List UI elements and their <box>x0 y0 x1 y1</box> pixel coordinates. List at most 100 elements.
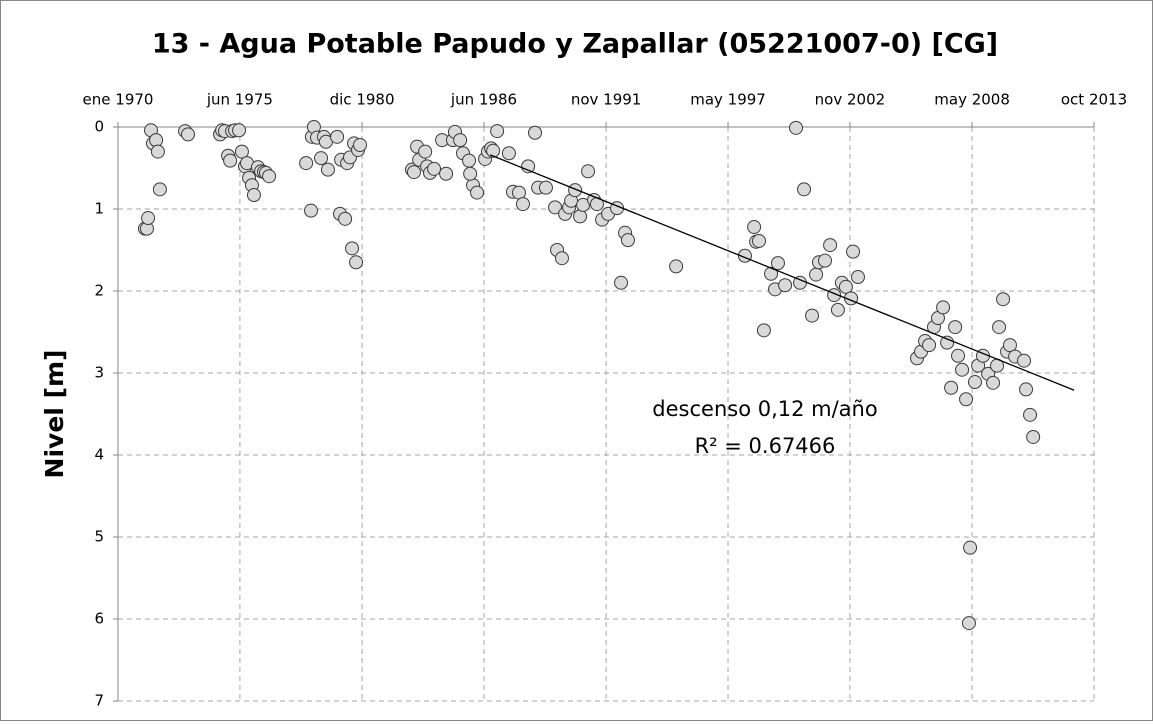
data-point <box>149 133 164 148</box>
data-point <box>789 120 804 135</box>
data-point <box>232 123 247 138</box>
data-point <box>620 233 635 248</box>
data-point <box>470 185 485 200</box>
data-point <box>427 161 442 176</box>
data-point <box>752 233 767 248</box>
data-point <box>152 182 167 197</box>
data-point <box>262 169 277 184</box>
data-point <box>223 153 238 168</box>
x-tick-label: jun 1975 <box>206 91 273 109</box>
data-point <box>967 375 982 390</box>
data-point <box>951 348 966 363</box>
data-point <box>614 275 629 290</box>
data-point <box>817 253 832 268</box>
data-point <box>959 392 974 407</box>
data-point <box>986 375 1001 390</box>
y-tick-label: 1 <box>94 200 104 218</box>
data-point <box>805 308 820 323</box>
annotation: R² = 0.67466 <box>695 434 836 458</box>
data-point <box>778 278 793 293</box>
data-point <box>486 143 501 158</box>
data-point <box>669 259 684 274</box>
data-point <box>453 133 468 148</box>
data-point <box>797 182 812 197</box>
data-point <box>180 127 195 142</box>
data-point <box>304 203 319 218</box>
x-tick-label: nov 1991 <box>571 91 642 109</box>
data-point <box>573 209 588 224</box>
data-point <box>338 211 353 226</box>
data-point <box>944 380 959 395</box>
data-point <box>521 159 536 174</box>
data-point <box>1017 353 1032 368</box>
data-point <box>846 244 861 259</box>
data-point <box>462 153 477 168</box>
data-point <box>490 124 505 139</box>
data-point <box>345 241 360 256</box>
data-point <box>568 183 583 198</box>
data-point <box>996 292 1011 307</box>
data-point <box>515 197 530 212</box>
data-point <box>246 188 261 203</box>
y-tick-label: 3 <box>94 364 104 382</box>
y-tick-label: 5 <box>94 528 104 546</box>
data-point <box>955 362 970 377</box>
trendline <box>489 154 1075 391</box>
data-point <box>809 267 824 282</box>
data-point <box>1002 338 1017 353</box>
data-point <box>963 540 978 555</box>
y-tick-label: 4 <box>94 446 104 464</box>
data-point <box>501 146 516 161</box>
x-tick-label: jun 1986 <box>450 91 517 109</box>
data-point <box>756 323 771 338</box>
data-point <box>838 279 853 294</box>
data-point <box>299 156 314 171</box>
data-point <box>548 200 563 215</box>
data-point <box>330 129 345 144</box>
x-tick-label: nov 2002 <box>815 91 886 109</box>
x-tick-label: dic 1980 <box>330 91 395 109</box>
data-point <box>1019 382 1034 397</box>
data-point <box>234 144 249 159</box>
y-axis-label: Nivel [m] <box>40 350 69 479</box>
data-point <box>992 320 1007 335</box>
data-point <box>141 211 156 226</box>
data-point <box>936 300 951 315</box>
data-point <box>922 338 937 353</box>
data-point <box>320 162 335 177</box>
data-point <box>418 144 433 159</box>
data-point <box>850 270 865 285</box>
data-point <box>349 255 364 270</box>
data-point <box>1023 407 1038 422</box>
data-point <box>463 166 478 181</box>
data-point <box>554 251 569 266</box>
data-point <box>948 320 963 335</box>
data-point <box>528 125 543 140</box>
data-point <box>1026 429 1041 444</box>
y-tick-label: 0 <box>94 118 104 136</box>
y-tick-label: 2 <box>94 282 104 300</box>
data-point <box>764 266 779 281</box>
y-tick-label: 7 <box>94 692 104 710</box>
x-tick-label: may 2008 <box>934 91 1010 109</box>
data-point <box>940 335 955 350</box>
data-point <box>353 138 368 153</box>
data-point <box>823 238 838 253</box>
x-tick-label: ene 1970 <box>83 91 154 109</box>
data-point <box>581 164 596 179</box>
data-point <box>439 166 454 181</box>
y-tick-label: 6 <box>94 610 104 628</box>
data-point <box>961 616 976 631</box>
annotation: descenso 0,12 m/año <box>652 397 877 421</box>
data-point <box>830 302 845 317</box>
x-tick-label: may 1997 <box>690 91 766 109</box>
data-point <box>747 220 762 235</box>
data-point <box>314 151 329 166</box>
chart-title: 13 - Agua Potable Papudo y Zapallar (052… <box>152 29 998 60</box>
data-point <box>150 144 165 159</box>
data-point <box>406 165 421 180</box>
data-point <box>538 180 553 195</box>
x-tick-label: oct 2013 <box>1061 91 1127 109</box>
